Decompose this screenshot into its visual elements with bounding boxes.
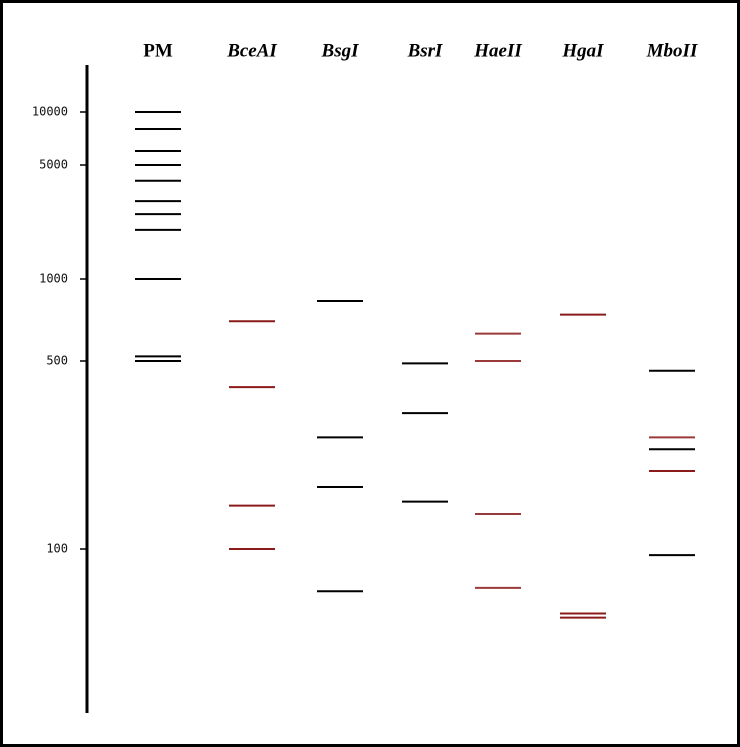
y-tick-label: 5000 xyxy=(39,158,68,172)
lane-label: MboII xyxy=(646,40,698,61)
lane-label: HaeII xyxy=(473,40,522,61)
y-tick-label: 10000 xyxy=(32,105,68,119)
y-tick-label: 500 xyxy=(46,354,68,368)
y-tick-label: 100 xyxy=(46,542,68,556)
gel-figure: 100 500 1000 5000 10000 PM BceAI BsgI BsrI HaeII H… xyxy=(0,0,740,747)
lane-label: HgaI xyxy=(561,40,604,61)
page: {"chart_data": {"type": "gel", "log_scal… xyxy=(0,0,740,747)
frame xyxy=(2,2,739,746)
y-tick-label: 1000 xyxy=(39,272,68,286)
lane-label: BceAI xyxy=(226,40,277,61)
lane-label: BsrI xyxy=(407,40,443,61)
lane-label: PM xyxy=(143,40,173,61)
lane-label: BsgI xyxy=(321,40,360,61)
